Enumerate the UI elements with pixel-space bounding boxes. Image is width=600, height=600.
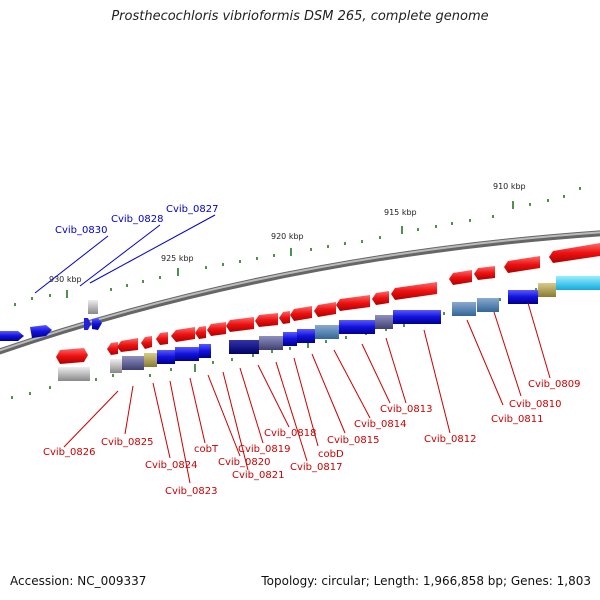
gene-box-cvib-0815[interactable] [315,325,339,339]
gene-arrow-cvib-0823[interactable] [141,336,152,349]
scale-label-925: 925 kbp [161,254,194,263]
gene-label-cobt[interactable]: cobT [194,444,219,455]
gene-label-cvib-0814[interactable]: Cvib_0814 [354,419,406,430]
gene-box-cvib-0820[interactable] [175,347,199,361]
upper-strand-genes [0,243,600,355]
top-leader-lines [34,214,216,294]
scale-label-930: 930 kbp [49,275,82,284]
gene-arrow-cvib-0821[interactable] [195,326,206,339]
gene-arrow-cvib-0814[interactable] [314,302,336,317]
gene-box-cvib-0818[interactable] [259,336,283,350]
gene-box-cvib-0827[interactable] [88,300,98,314]
gene-box-cvib-0812[interactable] [393,310,441,324]
gene-label-cvib-0830[interactable]: Cvib_0830 [55,225,107,236]
gene-arrow-cvib-0826[interactable] [56,348,88,364]
gene-arrow-cvib-0831[interactable] [0,331,24,341]
gene-arrow-cvib-0829[interactable] [84,318,91,330]
bottom-leader-lines [63,302,551,484]
gene-label-cvib-0812[interactable]: Cvib_0812 [424,434,476,445]
gene-box-cvib-0813[interactable] [375,315,393,329]
gene-arrow-cvib-0809[interactable] [504,256,540,273]
scale-label-915: 915 kbp [384,208,417,217]
gene-label-cvib-0820[interactable]: Cvib_0820 [218,457,270,468]
gene-arrow-cvib-0812a[interactable] [372,291,389,305]
gene-label-cvib-0817[interactable]: Cvib_0817 [290,462,342,473]
gene-label-cvib-0828[interactable]: Cvib_0828 [111,214,163,225]
gene-arrow-cvib-0825[interactable] [107,342,118,355]
gene-box-cvib-0810[interactable] [477,298,499,312]
scale-ticks-upper [14,187,581,306]
gene-arrow-cvib-0817[interactable] [255,313,278,327]
gene-arrow-cobd[interactable] [279,311,290,324]
map-title: Prosthecochloris vibrioformis DSM 265, c… [111,9,489,24]
gene-arrow-cobt[interactable] [156,332,168,345]
gene-label-cvib-0818[interactable]: Cvib_0818 [264,428,316,439]
gene-label-cvib-0815[interactable]: Cvib_0815 [327,435,379,446]
gene-arrow-cvib-0830[interactable] [30,325,52,338]
scale-label-910: 910 kbp [493,182,526,191]
gene-box-cvib-0817[interactable] [283,332,297,346]
scale-label-920: 920 kbp [271,232,304,241]
gene-box-cvib-0823[interactable] [144,353,157,367]
gene-label-cvib-0811[interactable]: Cvib_0811 [491,414,543,425]
gene-label-cvib-0827[interactable]: Cvib_0827 [166,204,218,215]
gene-label-cvib-0810[interactable]: Cvib_0810 [509,399,561,410]
gene-label-cvib-0813[interactable]: Cvib_0813 [380,404,432,415]
gene-box-cvib-0808[interactable] [538,283,556,297]
gene-box-cvib-0826-lower[interactable] [58,367,90,381]
gene-arrow-cvib-0828[interactable] [92,318,102,330]
gene-box-cvib-0825[interactable] [110,359,122,373]
gene-arrow-cvib-0824[interactable] [117,338,138,352]
gene-box-cvib-0824[interactable] [122,356,144,370]
gene-box-cvib-0819[interactable] [229,340,259,354]
gene-label-cvib-0826[interactable]: Cvib_0826 [43,447,95,458]
accession-text: Accession: NC_009337 [10,574,147,588]
gene-arrow-cvib-0810[interactable] [474,266,495,280]
gene-arrow-cvib-0812[interactable] [391,282,437,300]
gene-label-cvib-0824[interactable]: Cvib_0824 [145,460,197,471]
gene-label-cobd[interactable]: cobD [318,449,344,460]
gene-box-cvib-0809[interactable] [508,290,538,304]
gene-box-cobd[interactable] [297,329,315,343]
gene-arrow-cvib-0815[interactable] [290,306,312,321]
gene-arrow-cvib-0811[interactable] [449,270,472,285]
genome-backbone-highlight [0,231,600,352]
gene-arrow-cvib-0813[interactable] [336,295,370,311]
gene-arrow-cvib-0808[interactable] [549,243,600,263]
gene-label-cvib-0809[interactable]: Cvib_0809 [528,379,580,390]
gene-box-cvib-0814[interactable] [339,320,375,334]
gene-arrow-cvib-0818[interactable] [226,317,254,332]
gene-label-cvib-0823[interactable]: Cvib_0823 [165,486,217,497]
gene-box-cvib-0811[interactable] [452,302,476,316]
gene-box-cobt[interactable] [157,350,175,364]
gene-label-cvib-0825[interactable]: Cvib_0825 [101,437,153,448]
gene-label-cvib-0821[interactable]: Cvib_0821 [232,470,284,481]
lower-strand-genes [56,276,600,381]
topology-text: Topology: circular; Length: 1,966,858 bp… [261,574,591,588]
gene-arrow-cvib-0820[interactable] [171,327,195,342]
gene-arrow-cvib-0819[interactable] [207,322,226,336]
gene-label-cvib-0819[interactable]: Cvib_0819 [238,444,290,455]
gene-box-cvib-0821[interactable] [199,344,211,358]
gene-box-cvib-0807[interactable] [556,276,600,290]
